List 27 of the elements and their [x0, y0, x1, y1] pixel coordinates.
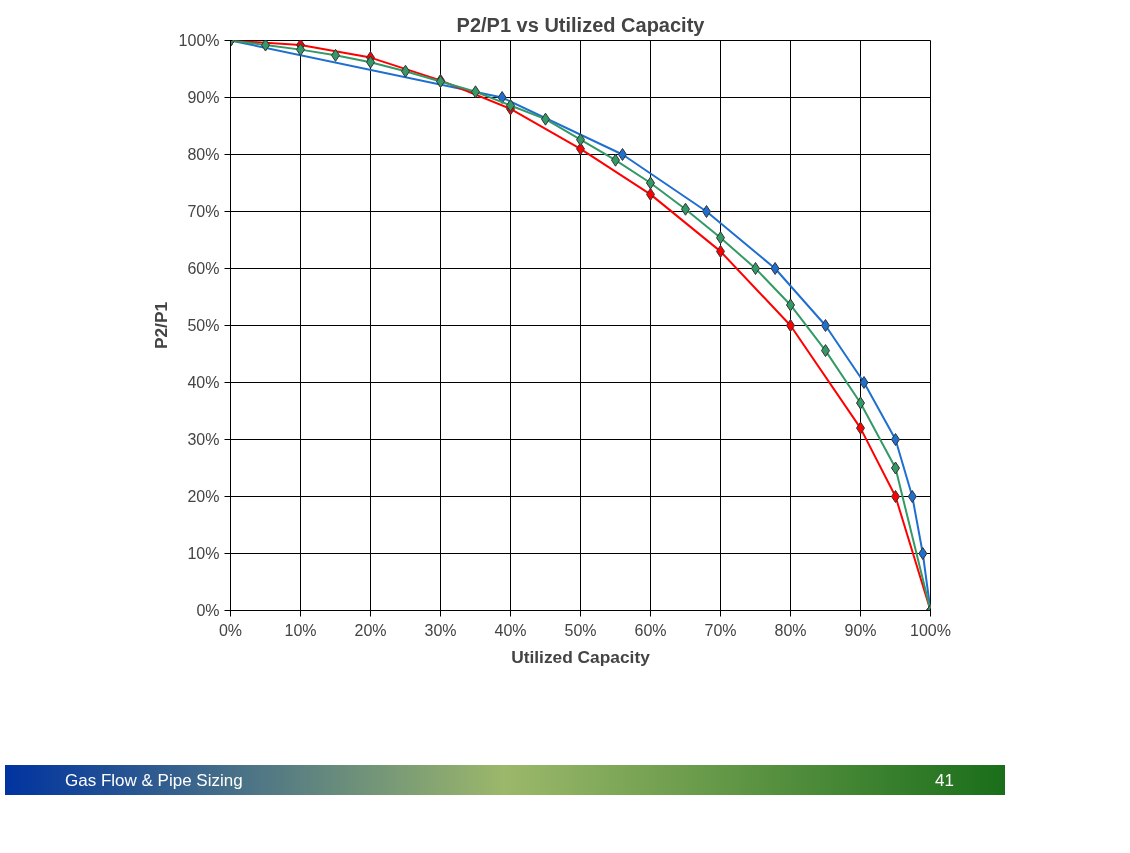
x-tick-label: 40% [494, 621, 527, 639]
y-tick-label: 60% [187, 260, 220, 277]
x-tick-label: 100% [910, 621, 951, 639]
x-tick-label: 30% [424, 621, 457, 639]
y-tick-label: 10% [187, 545, 220, 562]
y-tick-label: 80% [187, 146, 220, 163]
x-tick-label: 20% [354, 621, 387, 639]
x-tick-label: 80% [774, 621, 807, 639]
y-tick-label: 50% [187, 317, 220, 334]
x-tick-label: 60% [634, 621, 667, 639]
x-tick-label: 0% [218, 621, 243, 639]
y-tick-label: 90% [187, 89, 220, 106]
y-tick-label: 0% [196, 602, 220, 619]
x-tick-label: 50% [564, 621, 597, 639]
y-tick-label: 70% [187, 203, 220, 220]
text: 41 [935, 770, 954, 792]
text: Gas Flow & Pipe Sizing [65, 770, 243, 792]
chart-title: P2/P1 vs Utilized Capacity [456, 13, 706, 36]
x-tick-label: 10% [284, 621, 317, 639]
y-tick-label: 100% [178, 32, 220, 49]
x-tick-label: 90% [844, 621, 877, 639]
y-tick-label: 20% [187, 488, 220, 505]
y-tick-label: 30% [187, 431, 220, 448]
x-axis-title: Utilized Capacity [511, 646, 651, 667]
y-axis-title: P2/P1 [150, 301, 171, 350]
x-tick-label: 70% [704, 621, 737, 639]
y-tick-label: 40% [187, 374, 220, 391]
